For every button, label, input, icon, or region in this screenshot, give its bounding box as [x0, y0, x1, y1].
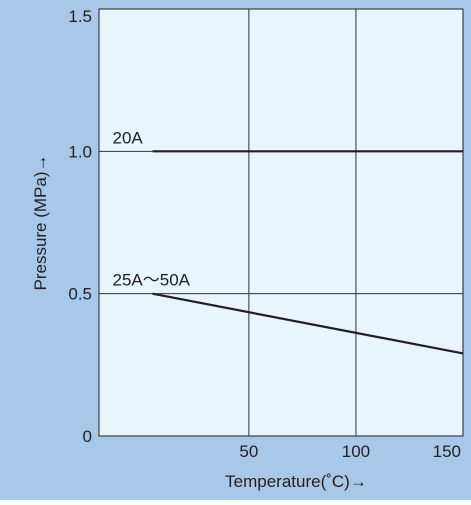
plot-area — [98, 8, 464, 437]
series-label-1: 20A — [113, 128, 144, 147]
series-labels: 20A 25A～50A — [113, 128, 191, 289]
series-label-2: 25A～50A — [113, 271, 191, 290]
x-tick-label-50: 50 — [239, 442, 258, 461]
series-lines — [152, 150, 464, 355]
tick-labels: 50 100 150 0 0.5 1.0 1.5 — [68, 7, 461, 461]
x-tick-label-100: 100 — [342, 442, 370, 461]
x-tick-label-150: 150 — [433, 442, 461, 461]
x-axis-title: Temperature(˚C)→ — [225, 472, 367, 491]
y-tick-label-0: 0 — [83, 427, 92, 446]
y-tick-label-1.0: 1.0 — [68, 142, 92, 161]
y-tick-label-0.5: 0.5 — [68, 285, 92, 304]
y-axis-title: Pressure (MPa)→ — [31, 154, 50, 290]
series-line-2 — [152, 292, 464, 355]
y-tick-label-1.5: 1.5 — [68, 7, 92, 26]
